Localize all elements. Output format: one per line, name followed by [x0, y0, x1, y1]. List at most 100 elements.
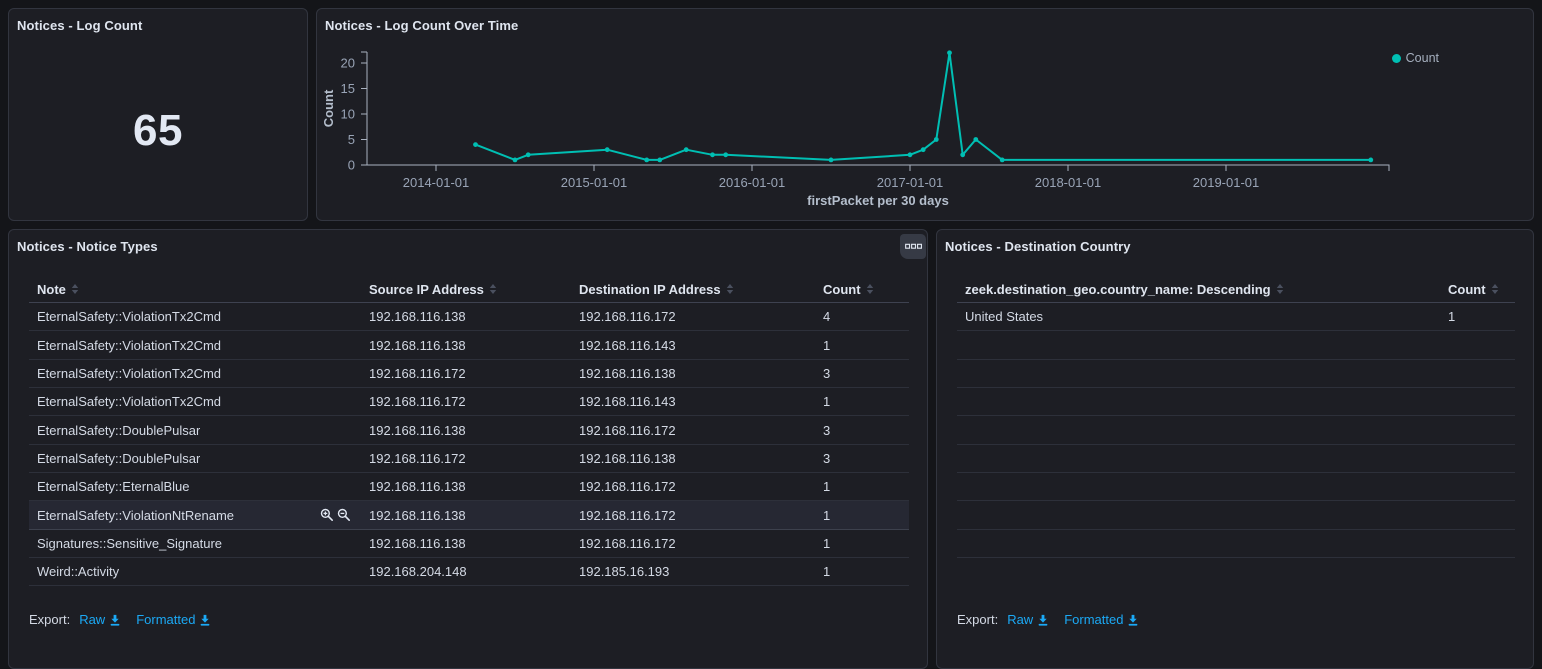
axis-line: [361, 51, 1390, 171]
table-row-empty: [957, 445, 1515, 474]
export-formatted-link[interactable]: Formatted: [1064, 612, 1139, 627]
table-cell: 192.168.116.138: [369, 422, 466, 438]
table-cell: 192.168.116.172: [369, 394, 466, 410]
column-header-label: Source IP Address: [369, 281, 484, 297]
export-row: Export: Raw Formatted: [957, 612, 1139, 627]
download-icon: [1129, 614, 1138, 626]
y-tick-label: 10: [341, 107, 355, 122]
sort-icon: [71, 284, 79, 294]
column-header[interactable]: Source IP Address: [361, 282, 571, 297]
panel-title: Notices - Destination Country: [945, 239, 1131, 254]
table-cell: 1: [823, 535, 831, 551]
download-icon: [201, 614, 210, 626]
sort-icon: [1491, 284, 1498, 294]
table-cell: 3: [823, 365, 831, 381]
panel-options-button[interactable]: [900, 234, 926, 259]
series-line: [474, 51, 1372, 161]
table-body: United States 1: [957, 303, 1515, 559]
table-cell: EternalSafety::DoublePulsar: [37, 450, 201, 466]
notice-types-table: Note Source IP Address Destination IP Addr…: [29, 276, 909, 587]
data-point: [644, 157, 650, 163]
y-tick-label: 15: [341, 81, 355, 96]
x-tick-label: 2015-01-01: [561, 175, 628, 190]
panel-notice-types: Notices - Notice Types Note Source IP Add…: [8, 229, 928, 669]
table-row-empty: [957, 473, 1515, 502]
boxes-icon: [904, 243, 922, 249]
table-row: United States 1: [957, 303, 1515, 332]
table-cell: 192.168.204.148: [369, 564, 467, 580]
column-header[interactable]: Destination IP Address: [571, 282, 815, 297]
magnify-plus-icon[interactable]: [320, 508, 334, 522]
data-point: [512, 157, 518, 163]
table-cell: 192.168.116.172: [579, 507, 676, 523]
data-point: [828, 157, 834, 163]
table-row: EternalSafety::ViolationNtRename 192.168.…: [29, 501, 909, 530]
x-tick-label: 2017-01-01: [877, 175, 944, 190]
metric-value: 65: [133, 106, 183, 155]
panel-title: Notices - Notice Types: [17, 239, 158, 254]
data-point: [1368, 157, 1374, 163]
table-cell: 192.168.116.138: [369, 309, 466, 325]
sort-icon: [866, 284, 873, 294]
table-row: EternalSafety::EternalBlue 192.168.116.13…: [29, 473, 909, 502]
export-raw-link[interactable]: Raw: [79, 612, 121, 627]
table-cell: EternalSafety::EternalBlue: [37, 479, 190, 495]
table-cell: EternalSafety::ViolationTx2Cmd: [37, 365, 222, 381]
magnify-minus-icon[interactable]: [337, 508, 351, 522]
table-row: EternalSafety::ViolationTx2Cmd 192.168.11…: [29, 303, 909, 332]
legend-dot-icon: [1391, 53, 1401, 63]
data-point: [710, 152, 715, 158]
column-header[interactable]: Note: [29, 282, 361, 297]
table-cell: 1: [823, 394, 831, 410]
sort-icon: [1276, 284, 1283, 294]
table-cell: 192.168.116.172: [579, 535, 676, 551]
table-row: EternalSafety::DoublePulsar 192.168.116.1…: [29, 445, 909, 474]
y-tick-label: 5: [348, 132, 355, 147]
x-tick-label: 2016-01-01: [719, 175, 786, 190]
table-cell: 3: [823, 450, 831, 466]
table-cell: 192.168.116.138: [369, 507, 466, 523]
data-point: [525, 152, 531, 158]
export-raw-link[interactable]: Raw: [1007, 612, 1049, 627]
x-tick-label: 2018-01-01: [1035, 175, 1102, 190]
table-cell: EternalSafety::DoublePulsar: [37, 422, 201, 438]
table-cell: 192.168.116.138: [369, 337, 466, 353]
column-header[interactable]: Count: [815, 282, 909, 297]
table-cell: 192.168.116.138: [369, 535, 466, 551]
table-cell: 192.168.116.172: [369, 365, 466, 381]
table-header-row: Note Source IP Address Destination IP Addr…: [29, 276, 909, 303]
column-header-label: Note: [37, 281, 66, 297]
panel-title: Notices - Log Count Over Time: [325, 18, 519, 33]
table-cell: 192.168.116.172: [579, 479, 676, 495]
table-row: Weird::Activity 192.168.204.148 192.185.16…: [29, 558, 909, 587]
x-tick-label: 2014-01-01: [403, 175, 470, 190]
table-cell: 192.185.16.193: [579, 564, 670, 580]
export-label: Export:: [29, 612, 71, 627]
legend-item-count[interactable]: Count: [1391, 51, 1439, 65]
data-point: [723, 152, 729, 158]
y-tick-label: 0: [348, 158, 355, 173]
table-header-row: zeek.destination_geo.country_name: Desce…: [957, 276, 1515, 303]
column-header[interactable]: Count: [1440, 282, 1515, 297]
download-icon: [110, 614, 120, 626]
destination-country-table: zeek.destination_geo.country_name: Desce…: [957, 276, 1515, 559]
data-point: [960, 152, 966, 158]
table-row: Signatures::Sensitive_Signature 192.168.1…: [29, 530, 909, 559]
table-cell: 1: [823, 337, 831, 353]
export-formatted-link[interactable]: Formatted: [136, 612, 211, 627]
table-cell: 192.168.116.138: [579, 450, 676, 466]
data-point: [683, 147, 689, 153]
panel-destination-country: Notices - Destination Country zeek.desti…: [936, 229, 1534, 669]
legend-label: Count: [1405, 51, 1439, 65]
column-header[interactable]: zeek.destination_geo.country_name: Desce…: [957, 282, 1440, 297]
table-cell: 192.168.116.138: [369, 479, 466, 495]
export-row: Export: Raw Formatted: [29, 612, 211, 627]
table-row-empty: [957, 360, 1515, 389]
line-chart: 0 5 10 15 20 2014-01-01 2015-01-01 2016-01-01 20…: [321, 50, 1390, 208]
table-cell: 192.168.116.172: [369, 450, 466, 466]
x-axis-title: firstPacket per 30 days: [807, 193, 949, 208]
table-cell: 3: [823, 422, 831, 438]
table-cell: United States: [965, 309, 1044, 325]
data-point: [473, 142, 478, 148]
table-row-empty: [957, 530, 1515, 559]
